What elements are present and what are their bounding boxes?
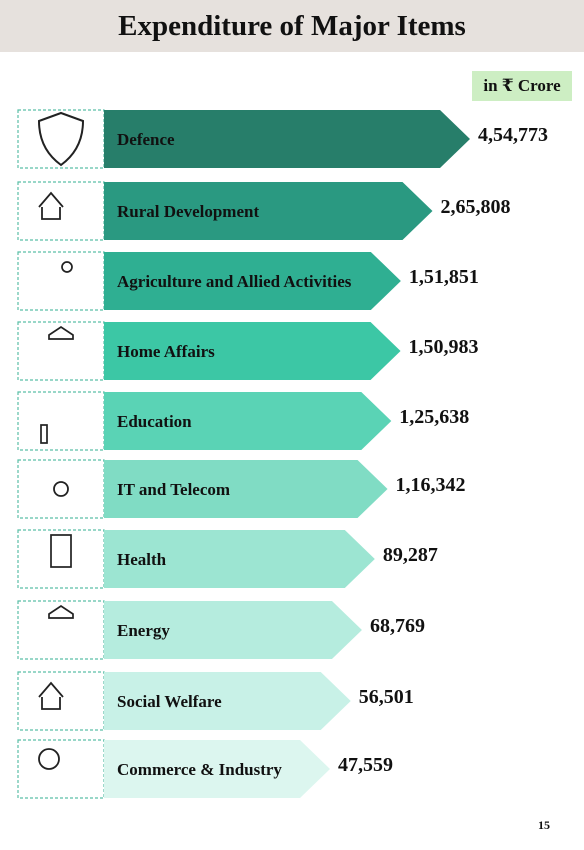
value-label: 1,50,983	[409, 336, 479, 358]
category-label: Commerce & Industry	[117, 760, 282, 779]
police-officer-icon	[48, 604, 74, 619]
value-label: 68,769	[370, 615, 425, 637]
value-label: 56,501	[359, 686, 414, 708]
bar-row-rural-development: Rural Development 2,65,808	[17, 181, 510, 241]
bar-row-it-and-telecom: IT and Telecom 1,16,342	[17, 459, 466, 519]
icon-box	[17, 671, 105, 731]
category-label: Energy	[117, 621, 170, 640]
icon-box	[17, 181, 105, 241]
bar-defence	[104, 110, 470, 168]
bar-commerce-and-industry	[104, 740, 330, 798]
bar-chart-growth-icon	[40, 424, 48, 444]
bar-row-social-welfare: Social Welfare 56,501	[17, 671, 414, 731]
bar-energy	[104, 601, 362, 659]
page-number: 15	[538, 818, 550, 832]
icon-box	[17, 600, 105, 660]
category-label: Education	[117, 412, 192, 431]
hospital-building-icon	[50, 534, 72, 568]
value-label: 1,51,851	[409, 266, 479, 288]
category-label: Rural Development	[117, 202, 259, 221]
icon-box	[17, 529, 105, 589]
category-label: Social Welfare	[117, 692, 222, 711]
bar-row-commerce-and-industry: Commerce & Industry 47,559	[17, 739, 393, 799]
bar-row-defence: Defence 4,54,773	[17, 109, 548, 169]
bar-row-energy: Energy 68,769	[17, 600, 425, 660]
network-people-icon	[53, 481, 69, 497]
page-title: Expenditure of Major Items	[118, 9, 466, 42]
bar-row-home-affairs: Home Affairs 1,50,983	[17, 321, 479, 381]
bar-row-health: Health 89,287	[17, 529, 438, 589]
bar-row-agriculture-and-allied-activities: Agriculture and Allied Activities 1,51,85…	[17, 251, 479, 311]
category-label: Home Affairs	[117, 342, 215, 361]
icon-box	[17, 739, 105, 799]
category-label: Health	[117, 550, 167, 569]
title-bar: Expenditure of Major Items	[0, 0, 584, 52]
unit-badge: in ₹ Crore	[472, 71, 572, 101]
farm-house-tractor-icon	[38, 681, 64, 710]
farmer-planting-icon	[61, 261, 73, 273]
value-label: 89,287	[383, 544, 438, 566]
category-label: IT and Telecom	[117, 480, 230, 499]
icon-box	[17, 109, 105, 169]
fighter-jet-shield-icon	[37, 111, 85, 167]
category-label: Agriculture and Allied Activities	[117, 272, 352, 291]
icon-box	[17, 391, 105, 451]
value-label: 1,16,342	[396, 474, 466, 496]
category-label: Defence	[117, 130, 175, 149]
icon-box	[17, 459, 105, 519]
farm-house-tractor-icon	[38, 191, 64, 220]
bar-social-welfare	[104, 672, 351, 730]
value-label: 4,54,773	[478, 124, 548, 146]
value-label: 1,25,638	[399, 406, 469, 428]
bar-agriculture-and-allied-activities	[104, 252, 401, 310]
value-label: 2,65,808	[440, 196, 510, 218]
expenditure-chart: Defence 4,54,773 Rural Development 2,65,80…	[17, 109, 548, 799]
bar-row-education: Education 1,25,638	[17, 391, 469, 451]
bar-home-affairs	[104, 322, 401, 380]
value-label: 47,559	[338, 754, 393, 776]
police-officer-icon	[48, 325, 74, 340]
factory-robot-arm-icon	[38, 748, 60, 770]
bar-it-and-telecom	[104, 460, 388, 518]
icon-box	[17, 321, 105, 381]
bar-rural-development	[104, 182, 433, 240]
bar-education	[104, 392, 392, 450]
bar-health	[104, 530, 375, 588]
icon-box	[17, 251, 105, 311]
